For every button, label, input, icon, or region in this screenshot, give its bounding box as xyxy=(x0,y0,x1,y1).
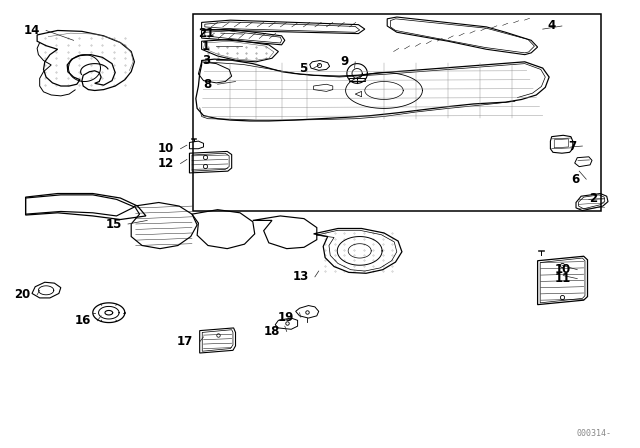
Text: 9: 9 xyxy=(340,55,349,69)
Bar xyxy=(193,14,601,211)
Text: 14: 14 xyxy=(23,24,40,37)
Text: 13: 13 xyxy=(292,270,308,284)
Text: 4: 4 xyxy=(547,19,556,33)
Text: 17: 17 xyxy=(177,335,193,349)
Text: 000314-: 000314- xyxy=(576,429,611,438)
Text: 2: 2 xyxy=(589,192,597,206)
Text: 21: 21 xyxy=(198,26,214,40)
Text: 5: 5 xyxy=(299,61,307,75)
Text: 11: 11 xyxy=(555,272,571,285)
Text: 19: 19 xyxy=(278,310,294,324)
Text: 16: 16 xyxy=(74,314,91,327)
Text: 6: 6 xyxy=(572,172,580,186)
Text: 1: 1 xyxy=(202,39,210,53)
Text: 10: 10 xyxy=(555,263,571,276)
Text: 3: 3 xyxy=(202,53,210,67)
Text: 8: 8 xyxy=(203,78,211,91)
Text: 12: 12 xyxy=(158,157,174,170)
Text: 10: 10 xyxy=(158,142,174,155)
Text: 20: 20 xyxy=(15,288,31,302)
Text: 15: 15 xyxy=(105,217,122,231)
Text: 7: 7 xyxy=(568,139,576,153)
Text: 18: 18 xyxy=(264,325,280,338)
